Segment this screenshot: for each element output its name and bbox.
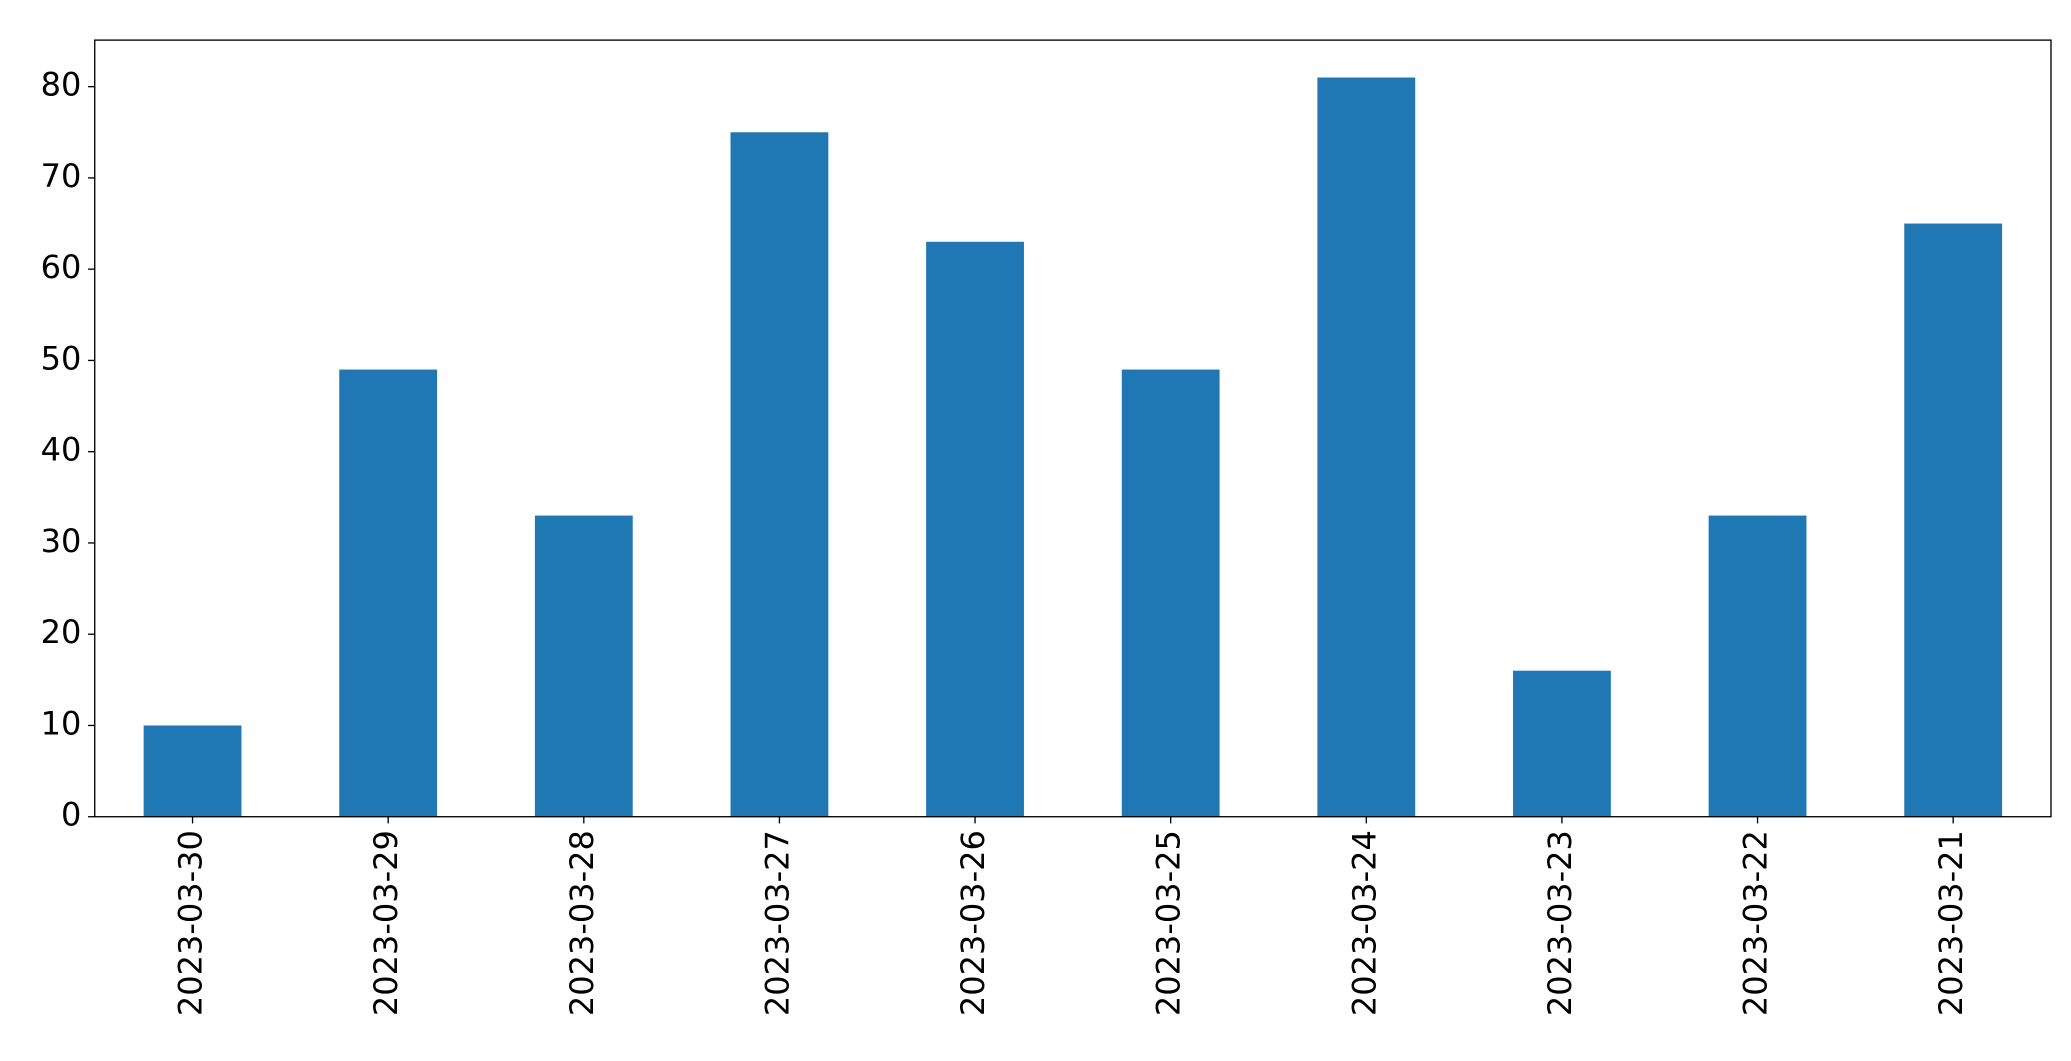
bar	[339, 369, 438, 817]
plot-frame	[94, 39, 2052, 818]
x-tick-label: 2023-03-29	[367, 830, 405, 1016]
x-tick-label: 2023-03-26	[954, 830, 992, 1016]
x-tick-label: 2023-03-28	[563, 830, 601, 1016]
x-tick-label: 2023-03-21	[1932, 830, 1970, 1016]
bar	[143, 725, 242, 817]
y-tick-label: 70	[41, 157, 82, 195]
x-tick-label: 2023-03-24	[1345, 830, 1383, 1016]
y-tick-label: 10	[41, 704, 82, 742]
y-tick-label: 80	[41, 66, 82, 104]
y-tick-label: 30	[41, 522, 82, 560]
bar	[1513, 670, 1611, 817]
bar	[926, 241, 1024, 817]
bar	[1317, 77, 1416, 817]
x-tick-label: 2023-03-22	[1737, 830, 1775, 1016]
y-tick-label: 0	[61, 796, 81, 834]
bar	[1708, 515, 1807, 817]
x-tick-label: 2023-03-23	[1541, 830, 1579, 1016]
y-tick-label: 40	[41, 431, 82, 469]
bar	[730, 132, 829, 817]
y-tick-label: 20	[41, 613, 82, 651]
bar	[1904, 223, 2003, 817]
x-tick-label: 2023-03-25	[1150, 830, 1188, 1016]
x-tick-label: 2023-03-30	[172, 830, 210, 1016]
bar	[534, 515, 633, 817]
y-tick-label: 50	[41, 339, 82, 377]
bar	[1121, 369, 1220, 817]
y-tick-label: 60	[41, 248, 82, 286]
x-tick-label: 2023-03-27	[758, 830, 796, 1016]
